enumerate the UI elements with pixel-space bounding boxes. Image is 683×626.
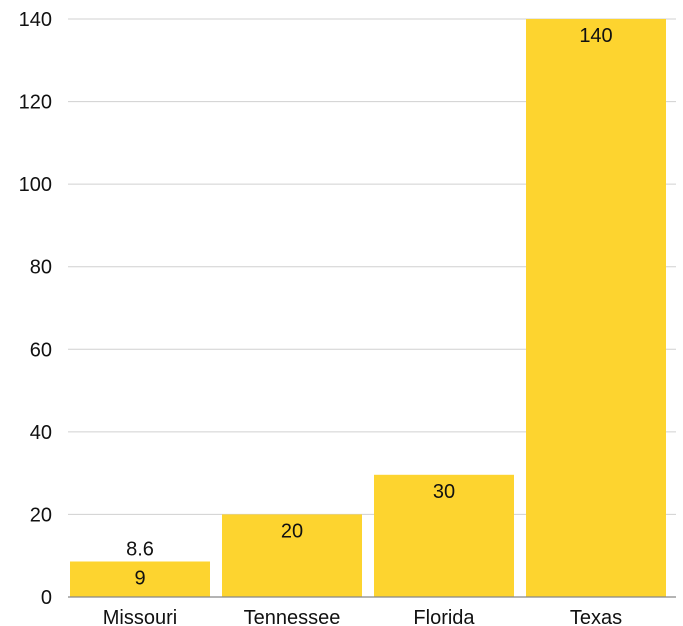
bar-texas bbox=[526, 19, 666, 597]
y-tick-label-40: 40 bbox=[30, 422, 52, 444]
y-tick-label-100: 100 bbox=[19, 174, 52, 196]
data-label-texas: 140 bbox=[579, 25, 612, 47]
bar-layer bbox=[70, 19, 666, 597]
y-tick-label-120: 120 bbox=[19, 92, 52, 114]
grid-layer bbox=[68, 18, 676, 515]
y-tick-label-80: 80 bbox=[30, 257, 52, 279]
y-tick-label-20: 20 bbox=[30, 504, 52, 526]
y-tick-label-0: 0 bbox=[41, 587, 52, 609]
x-tick-label-tennessee: Tennessee bbox=[244, 607, 341, 626]
bar-tennessee bbox=[222, 514, 362, 597]
x-tick-label-texas: Texas bbox=[570, 607, 622, 626]
x-tick-label-florida: Florida bbox=[413, 607, 475, 626]
y-tick-label-60: 60 bbox=[30, 339, 52, 361]
label-layer: 0 20 40 60 80 100 120 140 9 Missouri 8.6 20 Tennesse… bbox=[19, 9, 623, 626]
bar-florida bbox=[374, 474, 514, 597]
data-label-florida: 30 bbox=[433, 481, 455, 503]
extra-label-missouri: 8.6 bbox=[126, 538, 154, 560]
data-label-tennessee: 20 bbox=[281, 520, 303, 542]
data-label-missouri: 9 bbox=[134, 567, 145, 589]
y-tick-label-140: 140 bbox=[19, 9, 52, 31]
bar-missouri bbox=[70, 561, 210, 597]
x-tick-label-missouri: Missouri bbox=[103, 607, 177, 626]
